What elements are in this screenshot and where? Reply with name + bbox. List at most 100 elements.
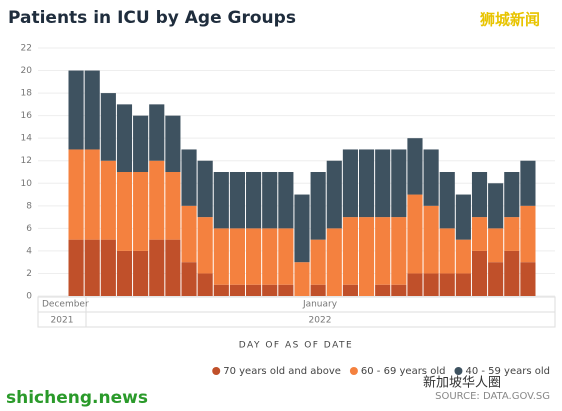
bar-segment [391, 149, 407, 218]
bar-segment [375, 284, 391, 296]
bar-segment [246, 284, 262, 296]
bar-segment [213, 228, 229, 285]
bar-segment [358, 217, 375, 296]
y-tick-label: 4 [26, 246, 32, 256]
bar-segment [326, 228, 342, 296]
bar-segment [229, 172, 246, 229]
bar-segment [213, 172, 229, 229]
bar-segment [342, 217, 358, 285]
bar-segment [149, 104, 165, 161]
bar-segment [181, 262, 197, 296]
bar-segment [471, 172, 488, 218]
bar-segment [407, 273, 423, 296]
bar-segment [391, 217, 407, 285]
legend-label: 60 - 69 years old [361, 366, 446, 377]
bar-segment [197, 273, 213, 296]
y-tick-label: 10 [21, 179, 33, 189]
bar-segment [116, 250, 133, 296]
y-tick-label: 18 [21, 89, 33, 99]
bar-segment [504, 250, 520, 296]
bar-segment [471, 250, 488, 296]
bar-segment [68, 239, 84, 296]
bar-segment [488, 262, 504, 296]
bar-segment [488, 228, 504, 263]
bar-segment [358, 149, 375, 218]
x-group-label: December [42, 300, 89, 310]
y-tick-label: 22 [21, 44, 32, 54]
bar-segment [407, 138, 423, 195]
bar-segment [423, 273, 439, 296]
bar-segment [423, 205, 439, 274]
bar-segment [84, 149, 100, 240]
y-tick-label: 16 [21, 111, 33, 121]
bar-segment [229, 284, 246, 296]
legend-label: 40 - 59 years old [465, 366, 550, 377]
bar-segment [375, 149, 391, 218]
bar-segment [100, 93, 116, 161]
x-group-label: January [302, 300, 338, 310]
y-tick-label: 6 [26, 224, 32, 234]
bar-segment [116, 172, 133, 251]
source: SOURCE: DATA.GOV.SG [435, 391, 550, 402]
bar-segment [294, 262, 310, 296]
bar-segment [262, 228, 278, 285]
bar-segment [84, 239, 100, 296]
watermark: shicheng.news [6, 388, 148, 408]
bar-segment [181, 205, 197, 263]
legend-swatch [454, 367, 463, 375]
watermark: 狮城新闻 [479, 11, 540, 29]
x-group-year: 2022 [309, 316, 332, 326]
bar-segment [100, 239, 116, 296]
y-tick-label: 20 [21, 66, 33, 76]
bar-segment [310, 172, 326, 240]
bar-segment [278, 228, 294, 285]
bar-segment [455, 239, 471, 274]
bar-segment [520, 205, 536, 263]
bar-segment [133, 250, 149, 296]
legend-swatch [349, 367, 358, 375]
bar-segment [488, 183, 504, 229]
bar-segment [278, 284, 294, 296]
bar-segment [68, 70, 84, 150]
bar-segment [294, 194, 310, 263]
bar-segment [471, 217, 488, 251]
y-tick-label: 2 [26, 269, 32, 279]
bar-segment [149, 239, 165, 296]
y-tick-label: 14 [21, 134, 33, 144]
y-tick-label: 0 [26, 292, 32, 302]
bar-segment [229, 228, 246, 285]
bar-segment [326, 160, 342, 229]
bar-segment [504, 217, 520, 251]
bar-segment [165, 172, 181, 240]
bar-segment [342, 149, 358, 218]
bar-segment [133, 172, 149, 251]
bar-segment [455, 194, 471, 240]
bar-segment [439, 273, 455, 296]
bar-segment [68, 149, 84, 240]
bar-segment [423, 149, 439, 206]
bar-segment [520, 160, 536, 206]
bar-segment [246, 228, 262, 285]
bar-segment [213, 284, 229, 296]
bar-segment [262, 172, 278, 229]
bar-segment [262, 284, 278, 296]
bar-segment [149, 160, 165, 240]
x-axis-label: DAY OF AS OF DATE [239, 341, 353, 351]
bar-segment [246, 172, 262, 229]
bar-segment [181, 149, 197, 206]
bar-segment [439, 228, 455, 274]
bar-segment [310, 284, 326, 296]
bar-segment [278, 172, 294, 229]
bar-segment [133, 115, 149, 172]
bar-segment [165, 115, 181, 172]
legend-swatch [212, 367, 221, 375]
y-tick-label: 12 [21, 156, 32, 166]
bar-segment [439, 172, 455, 229]
chart-title: Patients in ICU by Age Groups [8, 8, 296, 28]
bar-segment [310, 239, 326, 285]
bar-segment [504, 172, 520, 218]
bar-segment [197, 217, 213, 274]
bar-segment [342, 284, 358, 296]
bar-segment [165, 239, 181, 296]
